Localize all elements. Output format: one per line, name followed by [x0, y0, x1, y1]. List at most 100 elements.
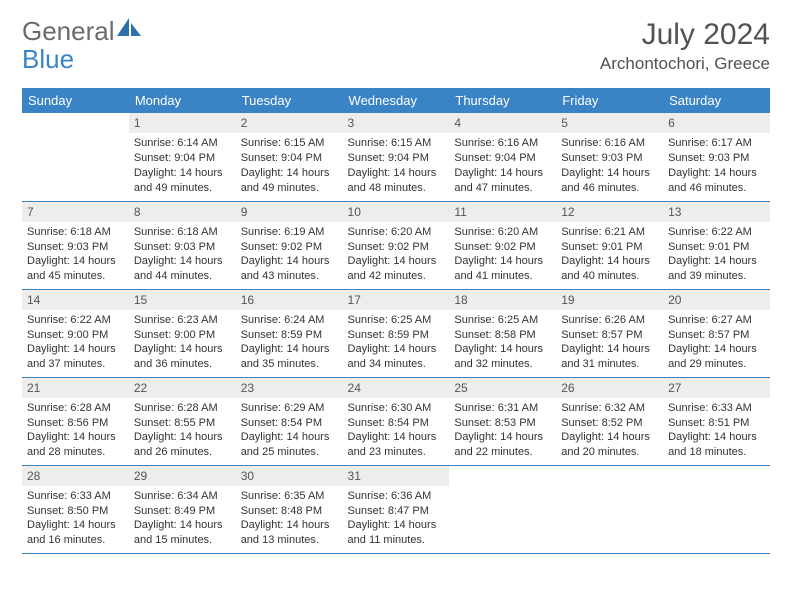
calendar-day-cell: 31Sunrise: 6:36 AMSunset: 8:47 PMDayligh… [343, 465, 450, 553]
day-details: Sunrise: 6:15 AMSunset: 9:04 PMDaylight:… [236, 133, 343, 199]
weekday-header: Saturday [663, 88, 770, 113]
day-details: Sunrise: 6:24 AMSunset: 8:59 PMDaylight:… [236, 310, 343, 376]
calendar-day-cell: 29Sunrise: 6:34 AMSunset: 8:49 PMDayligh… [129, 465, 236, 553]
weekday-header: Monday [129, 88, 236, 113]
day-number: 30 [236, 466, 343, 486]
title-block: July 2024 Archontochori, Greece [600, 18, 770, 74]
day-details: Sunrise: 6:23 AMSunset: 9:00 PMDaylight:… [129, 310, 236, 376]
calendar-day-cell: 21Sunrise: 6:28 AMSunset: 8:56 PMDayligh… [22, 377, 129, 465]
day-number: 23 [236, 378, 343, 398]
day-details: Sunrise: 6:20 AMSunset: 9:02 PMDaylight:… [343, 222, 450, 288]
day-number: 6 [663, 113, 770, 133]
day-details: Sunrise: 6:16 AMSunset: 9:04 PMDaylight:… [449, 133, 556, 199]
calendar-day-cell: 17Sunrise: 6:25 AMSunset: 8:59 PMDayligh… [343, 289, 450, 377]
calendar-week-row: 28Sunrise: 6:33 AMSunset: 8:50 PMDayligh… [22, 465, 770, 553]
day-number: 21 [22, 378, 129, 398]
day-details: Sunrise: 6:36 AMSunset: 8:47 PMDaylight:… [343, 486, 450, 552]
day-details: Sunrise: 6:28 AMSunset: 8:55 PMDaylight:… [129, 398, 236, 464]
day-details: Sunrise: 6:19 AMSunset: 9:02 PMDaylight:… [236, 222, 343, 288]
calendar-day-cell: 26Sunrise: 6:32 AMSunset: 8:52 PMDayligh… [556, 377, 663, 465]
day-number: 1 [129, 113, 236, 133]
calendar-day-cell: 27Sunrise: 6:33 AMSunset: 8:51 PMDayligh… [663, 377, 770, 465]
day-number: 12 [556, 202, 663, 222]
day-details: Sunrise: 6:26 AMSunset: 8:57 PMDaylight:… [556, 310, 663, 376]
calendar-table: SundayMondayTuesdayWednesdayThursdayFrid… [22, 88, 770, 554]
header: General July 2024 Archontochori, Greece [22, 18, 770, 74]
weekday-row: SundayMondayTuesdayWednesdayThursdayFrid… [22, 88, 770, 113]
day-number: 14 [22, 290, 129, 310]
calendar-day-cell: 5Sunrise: 6:16 AMSunset: 9:03 PMDaylight… [556, 113, 663, 201]
day-number: 22 [129, 378, 236, 398]
calendar-day-cell [556, 465, 663, 553]
calendar-day-cell: 11Sunrise: 6:20 AMSunset: 9:02 PMDayligh… [449, 201, 556, 289]
day-details: Sunrise: 6:21 AMSunset: 9:01 PMDaylight:… [556, 222, 663, 288]
day-number: 19 [556, 290, 663, 310]
day-number: 8 [129, 202, 236, 222]
day-number: 7 [22, 202, 129, 222]
day-number: 4 [449, 113, 556, 133]
day-number: 16 [236, 290, 343, 310]
weekday-header: Wednesday [343, 88, 450, 113]
location: Archontochori, Greece [600, 54, 770, 74]
logo-sail-icon [117, 18, 143, 38]
calendar-body: 1Sunrise: 6:14 AMSunset: 9:04 PMDaylight… [22, 113, 770, 553]
logo-text-general: General [22, 18, 115, 44]
day-number: 18 [449, 290, 556, 310]
calendar-day-cell: 2Sunrise: 6:15 AMSunset: 9:04 PMDaylight… [236, 113, 343, 201]
calendar-day-cell: 16Sunrise: 6:24 AMSunset: 8:59 PMDayligh… [236, 289, 343, 377]
day-details: Sunrise: 6:31 AMSunset: 8:53 PMDaylight:… [449, 398, 556, 464]
calendar-day-cell: 8Sunrise: 6:18 AMSunset: 9:03 PMDaylight… [129, 201, 236, 289]
day-details: Sunrise: 6:22 AMSunset: 9:01 PMDaylight:… [663, 222, 770, 288]
calendar-day-cell: 22Sunrise: 6:28 AMSunset: 8:55 PMDayligh… [129, 377, 236, 465]
day-details: Sunrise: 6:30 AMSunset: 8:54 PMDaylight:… [343, 398, 450, 464]
day-number: 17 [343, 290, 450, 310]
day-number: 24 [343, 378, 450, 398]
day-details: Sunrise: 6:16 AMSunset: 9:03 PMDaylight:… [556, 133, 663, 199]
calendar-day-cell: 10Sunrise: 6:20 AMSunset: 9:02 PMDayligh… [343, 201, 450, 289]
day-number: 2 [236, 113, 343, 133]
day-details: Sunrise: 6:32 AMSunset: 8:52 PMDaylight:… [556, 398, 663, 464]
day-number: 20 [663, 290, 770, 310]
calendar-day-cell: 3Sunrise: 6:15 AMSunset: 9:04 PMDaylight… [343, 113, 450, 201]
day-details: Sunrise: 6:25 AMSunset: 8:59 PMDaylight:… [343, 310, 450, 376]
calendar-day-cell: 20Sunrise: 6:27 AMSunset: 8:57 PMDayligh… [663, 289, 770, 377]
calendar-day-cell: 28Sunrise: 6:33 AMSunset: 8:50 PMDayligh… [22, 465, 129, 553]
calendar-week-row: 7Sunrise: 6:18 AMSunset: 9:03 PMDaylight… [22, 201, 770, 289]
calendar-day-cell: 24Sunrise: 6:30 AMSunset: 8:54 PMDayligh… [343, 377, 450, 465]
weekday-header: Sunday [22, 88, 129, 113]
day-number: 11 [449, 202, 556, 222]
day-details: Sunrise: 6:29 AMSunset: 8:54 PMDaylight:… [236, 398, 343, 464]
calendar-day-cell: 23Sunrise: 6:29 AMSunset: 8:54 PMDayligh… [236, 377, 343, 465]
weekday-header: Thursday [449, 88, 556, 113]
day-number: 15 [129, 290, 236, 310]
day-details: Sunrise: 6:20 AMSunset: 9:02 PMDaylight:… [449, 222, 556, 288]
weekday-header: Friday [556, 88, 663, 113]
day-details: Sunrise: 6:34 AMSunset: 8:49 PMDaylight:… [129, 486, 236, 552]
calendar-day-cell: 1Sunrise: 6:14 AMSunset: 9:04 PMDaylight… [129, 113, 236, 201]
calendar-day-cell: 25Sunrise: 6:31 AMSunset: 8:53 PMDayligh… [449, 377, 556, 465]
month-title: July 2024 [600, 18, 770, 52]
calendar-day-cell: 14Sunrise: 6:22 AMSunset: 9:00 PMDayligh… [22, 289, 129, 377]
calendar-head: SundayMondayTuesdayWednesdayThursdayFrid… [22, 88, 770, 113]
day-number: 27 [663, 378, 770, 398]
logo: General [22, 18, 143, 44]
day-number: 13 [663, 202, 770, 222]
calendar-day-cell: 19Sunrise: 6:26 AMSunset: 8:57 PMDayligh… [556, 289, 663, 377]
calendar-day-cell: 30Sunrise: 6:35 AMSunset: 8:48 PMDayligh… [236, 465, 343, 553]
calendar-day-cell [663, 465, 770, 553]
calendar-day-cell: 15Sunrise: 6:23 AMSunset: 9:00 PMDayligh… [129, 289, 236, 377]
day-details: Sunrise: 6:33 AMSunset: 8:50 PMDaylight:… [22, 486, 129, 552]
day-details: Sunrise: 6:14 AMSunset: 9:04 PMDaylight:… [129, 133, 236, 199]
day-details: Sunrise: 6:22 AMSunset: 9:00 PMDaylight:… [22, 310, 129, 376]
calendar-day-cell: 13Sunrise: 6:22 AMSunset: 9:01 PMDayligh… [663, 201, 770, 289]
day-number: 3 [343, 113, 450, 133]
day-number: 26 [556, 378, 663, 398]
day-number: 29 [129, 466, 236, 486]
day-number: 9 [236, 202, 343, 222]
day-details: Sunrise: 6:33 AMSunset: 8:51 PMDaylight:… [663, 398, 770, 464]
calendar-day-cell: 9Sunrise: 6:19 AMSunset: 9:02 PMDaylight… [236, 201, 343, 289]
day-details: Sunrise: 6:27 AMSunset: 8:57 PMDaylight:… [663, 310, 770, 376]
day-details: Sunrise: 6:25 AMSunset: 8:58 PMDaylight:… [449, 310, 556, 376]
day-details: Sunrise: 6:18 AMSunset: 9:03 PMDaylight:… [22, 222, 129, 288]
day-details: Sunrise: 6:15 AMSunset: 9:04 PMDaylight:… [343, 133, 450, 199]
